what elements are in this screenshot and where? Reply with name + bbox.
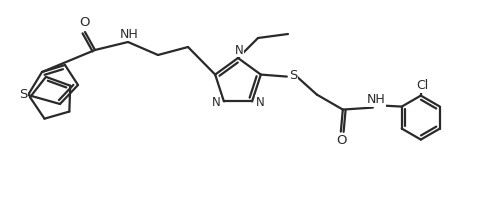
Text: O: O [79, 17, 89, 29]
Text: NH: NH [120, 28, 138, 41]
Text: N: N [256, 96, 264, 109]
Text: S: S [289, 69, 297, 82]
Text: N: N [235, 43, 243, 56]
Text: N: N [212, 96, 220, 109]
Text: Cl: Cl [417, 79, 429, 92]
Text: O: O [337, 134, 347, 147]
Text: NH: NH [367, 93, 385, 106]
Text: S: S [19, 88, 27, 101]
